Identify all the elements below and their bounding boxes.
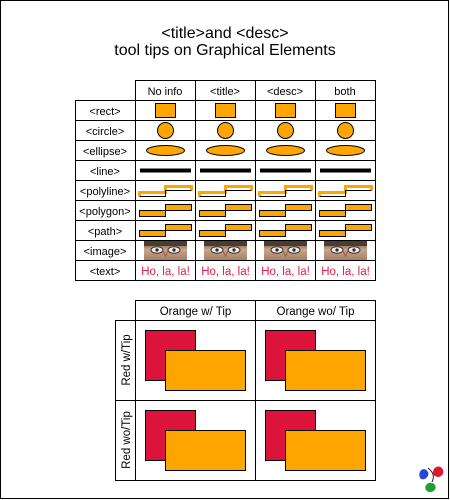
circle-shape[interactable] <box>337 122 354 139</box>
row-header-polygon: <polygon> <box>79 206 130 218</box>
polyline-shape[interactable] <box>258 185 313 197</box>
rect-shape[interactable] <box>155 103 176 118</box>
row-header-path: <path> <box>88 226 122 238</box>
row-header-red-with-tip: Red w/Tip <box>121 334 133 385</box>
sample-text[interactable]: Ho, la, la! <box>261 266 310 278</box>
polygon-shape[interactable] <box>139 204 192 217</box>
ellipse-shape[interactable] <box>266 145 305 156</box>
circle-shape[interactable] <box>217 122 234 139</box>
polygon-shape[interactable] <box>199 204 252 217</box>
ellipse-shape[interactable] <box>206 145 245 156</box>
col-header-both: both <box>334 86 355 98</box>
circle-shape[interactable] <box>157 122 174 139</box>
row-header-rect: <rect> <box>89 106 120 118</box>
face-photo-icon[interactable] <box>263 240 308 261</box>
row-header-text: <text> <box>90 266 121 278</box>
polygon-shape[interactable] <box>319 204 372 217</box>
col-header-title: <title> <box>210 86 240 98</box>
rect-shape[interactable] <box>335 103 356 118</box>
col-header-desc: <desc> <box>267 86 303 98</box>
orange-rect[interactable] <box>285 430 366 471</box>
orange-rect[interactable] <box>165 430 246 471</box>
overlap-table: Orange w/ Tip Orange wo/ Tip Red w/Tip R… <box>115 300 376 481</box>
sample-text[interactable]: Ho, la, la! <box>201 266 250 278</box>
col-header-orange-with-tip: Orange w/ Tip <box>160 306 232 318</box>
title-line-1: <title>and <desc> <box>161 25 288 42</box>
path-shape[interactable] <box>259 224 312 237</box>
polyline-shape[interactable] <box>138 185 193 197</box>
sample-text[interactable]: Ho, la, la! <box>141 266 190 278</box>
orange-rect[interactable] <box>285 350 366 391</box>
row-header-line: <line> <box>90 166 120 178</box>
sample-text[interactable]: Ho, la, la! <box>321 266 370 278</box>
face-photo-icon[interactable] <box>203 240 248 261</box>
col-header-no-info: No info <box>148 86 183 98</box>
row-header-image: <image> <box>84 246 127 258</box>
circle-shape[interactable] <box>277 122 294 139</box>
rect-shape[interactable] <box>275 103 296 118</box>
polygon-shape[interactable] <box>259 204 312 217</box>
polyline-shape[interactable] <box>318 185 373 197</box>
elements-table: No info <title> <desc> both <rect> <circ… <box>75 80 376 281</box>
face-photo-icon[interactable] <box>323 240 368 261</box>
title-line-2: tool tips on Graphical Elements <box>114 42 335 59</box>
row-header-polyline: <polyline> <box>80 186 130 198</box>
rect-shape[interactable] <box>215 103 236 118</box>
path-shape[interactable] <box>199 224 252 237</box>
row-header-circle: <circle> <box>86 126 125 138</box>
svg-logo-icon <box>419 466 444 493</box>
table1-body-frame <box>75 100 376 281</box>
path-shape[interactable] <box>139 224 192 237</box>
polyline-shape[interactable] <box>198 185 253 197</box>
row-header-red-without-tip: Red wo/Tip <box>121 411 133 469</box>
ellipse-shape[interactable] <box>326 145 365 156</box>
row-header-ellipse: <ellipse> <box>83 146 127 158</box>
col-header-orange-without-tip: Orange wo/ Tip <box>277 306 355 318</box>
face-photo-icon[interactable] <box>143 240 188 261</box>
ellipse-shape[interactable] <box>146 145 185 156</box>
orange-rect[interactable] <box>165 350 246 391</box>
path-shape[interactable] <box>319 224 372 237</box>
